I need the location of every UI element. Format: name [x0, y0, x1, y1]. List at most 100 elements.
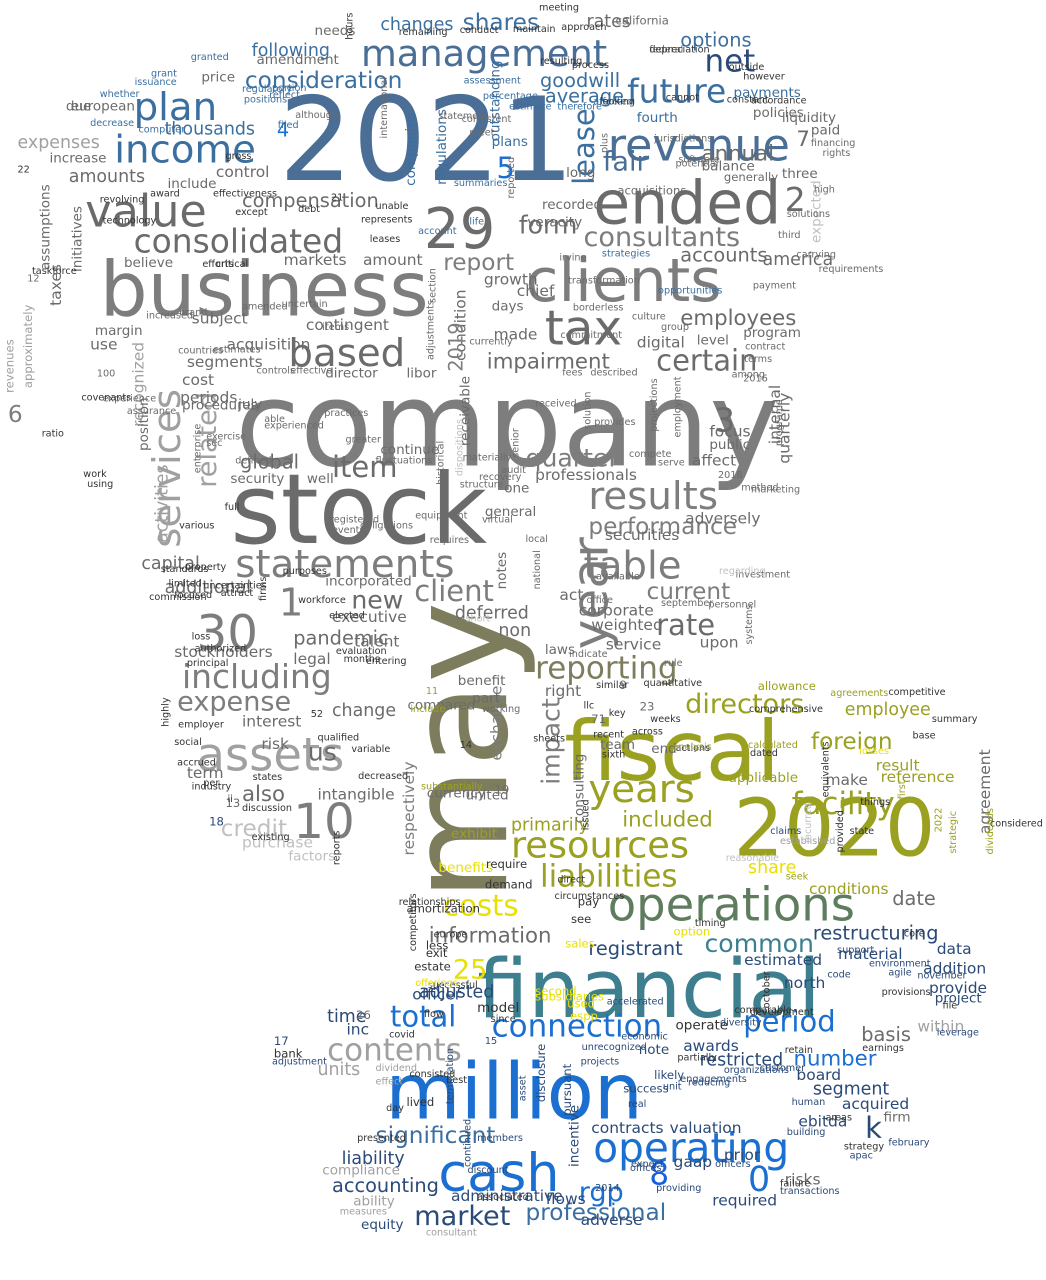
cloud-word: liabilities	[540, 858, 678, 894]
cloud-word: 2022	[934, 808, 945, 833]
cloud-word: purchase	[242, 834, 313, 852]
cloud-word: countries	[178, 345, 223, 356]
cloud-word: make	[825, 771, 867, 789]
cloud-word: quarterly	[776, 393, 794, 464]
cloud-word: rate	[656, 608, 715, 642]
cloud-word: meet	[469, 128, 494, 139]
cloud-word: fair	[603, 146, 649, 177]
cloud-word: 14	[460, 740, 472, 751]
cloud-word: dispositions	[455, 419, 466, 476]
cloud-word: employment	[672, 376, 683, 437]
cloud-word: technology	[103, 216, 157, 227]
cloud-word: therefore	[557, 101, 602, 112]
cloud-word: irvine	[559, 252, 586, 263]
cloud-word: earnings	[862, 1043, 904, 1054]
cloud-word: covenants	[81, 393, 131, 404]
cloud-word: amounts	[69, 167, 145, 187]
cloud-word: firms	[258, 577, 269, 601]
cloud-word: facility	[792, 786, 895, 822]
cloud-word: weighted	[591, 616, 663, 634]
cloud-word: demand	[485, 877, 533, 891]
cloud-word: third	[778, 230, 801, 241]
cloud-word: fees	[562, 368, 582, 379]
cloud-word: operate	[675, 1018, 728, 1034]
cloud-word: states	[253, 772, 283, 783]
cloud-word: constant	[727, 95, 769, 106]
cloud-word: focused	[174, 590, 212, 601]
cloud-word: remaining	[399, 27, 448, 38]
cloud-word: affect	[692, 452, 736, 470]
cloud-word: established	[780, 836, 835, 847]
cloud-word: sec	[206, 438, 222, 449]
cloud-word: 4	[277, 119, 289, 142]
cloud-word: public	[709, 437, 750, 453]
cloud-word: units	[317, 1060, 360, 1080]
cloud-word: control	[216, 163, 270, 181]
cloud-word: termination	[445, 1048, 456, 1104]
cloud-word: maintain	[513, 24, 556, 35]
cloud-word: first	[897, 780, 908, 799]
cloud-word: critical	[216, 259, 248, 270]
cloud-word: associated	[477, 1192, 529, 1203]
cloud-word: competitive	[888, 687, 945, 698]
cloud-word: ended	[593, 169, 781, 239]
cloud-word: 2021	[279, 73, 574, 208]
cloud-word: internal	[766, 385, 784, 444]
cloud-word: strategy	[844, 1142, 885, 1153]
cloud-word: base	[913, 730, 936, 741]
cloud-word: discount	[467, 1165, 508, 1176]
cloud-word: years	[588, 767, 694, 812]
cloud-word: defined	[235, 456, 271, 467]
cloud-word: included	[622, 807, 713, 832]
cloud-word: effective	[290, 366, 332, 377]
cloud-word: discussion	[242, 803, 292, 814]
cloud-word: 25	[453, 954, 487, 985]
cloud-word: officers	[715, 1159, 751, 1170]
cloud-word: needs	[315, 23, 356, 39]
cloud-word: payments	[734, 85, 801, 101]
cloud-word: projects	[581, 1056, 620, 1067]
cloud-word: resulting	[540, 56, 582, 67]
cloud-word: corporate	[579, 601, 654, 619]
cloud-word: time	[327, 1007, 366, 1027]
cloud-word: granted	[191, 52, 229, 63]
cloud-word: contract	[745, 341, 785, 352]
cloud-word: various	[179, 520, 214, 531]
cloud-word: form	[519, 210, 578, 239]
cloud-word: connection	[492, 1008, 663, 1044]
cloud-word: amortization	[406, 902, 480, 916]
cloud-word: summary	[932, 714, 978, 725]
cloud-word: contents	[327, 1033, 462, 1069]
cloud-word: espp	[570, 1009, 598, 1023]
cloud-word: workforce	[298, 595, 346, 606]
cloud-word: incentive	[567, 1105, 583, 1167]
cloud-word: adjustments	[426, 300, 437, 360]
cloud-word: 2	[785, 180, 806, 219]
cloud-word: accounting	[332, 1174, 439, 1197]
cloud-word: national	[532, 550, 543, 589]
cloud-word: dividend	[376, 1063, 418, 1074]
cloud-word: standards	[161, 564, 209, 575]
cloud-word: key	[609, 708, 626, 719]
cloud-word: officer	[412, 986, 461, 1004]
cloud-word: three	[782, 166, 818, 182]
cloud-word: changes	[380, 15, 453, 35]
cloud-word: solutions	[787, 209, 830, 220]
cloud-word: benefit	[458, 673, 506, 689]
cloud-word: reported	[506, 157, 517, 199]
cloud-word: firm	[884, 1110, 911, 1126]
cloud-word: elected	[329, 610, 365, 621]
cloud-word: change	[332, 701, 396, 721]
cloud-word: diversity	[720, 1018, 762, 1029]
cloud-word: made	[494, 326, 538, 344]
cloud-word: equipment	[415, 511, 467, 522]
cloud-word: expect	[631, 1159, 664, 1170]
cloud-word: total	[390, 1000, 456, 1034]
cloud-word: data	[937, 940, 972, 958]
cloud-word: financial	[477, 943, 821, 1037]
cloud-word: using	[87, 479, 113, 490]
cloud-word: agile	[888, 967, 911, 978]
cloud-word: however	[743, 71, 785, 82]
cloud-word: available	[596, 572, 640, 583]
cloud-word: support	[837, 945, 874, 956]
